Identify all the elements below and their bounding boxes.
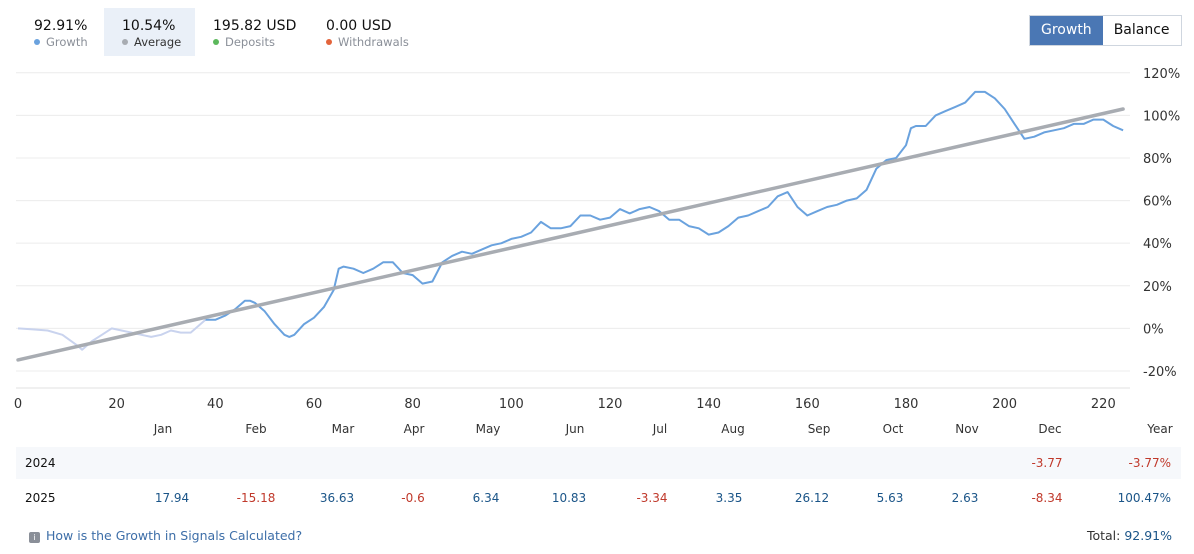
month-label: Jun [565, 422, 585, 436]
year-total-cell: 100.47% [1117, 491, 1171, 505]
month-value-cell: -0.6 [401, 491, 425, 505]
stat-deposits-value: 195.82 USD [213, 18, 297, 34]
growth-chart: -20% 0% 20% 40% 60% 80% 100% 120% 0 20 40 60 80 100 12… [14, 67, 1180, 412]
month-value-cell: 10.83 [551, 491, 587, 505]
y-tick-label: 40% [1143, 237, 1172, 252]
y-tick-label: 20% [1143, 280, 1172, 295]
chart-mode-toggle: Growth Balance [1029, 15, 1182, 46]
month-label: Oct [882, 422, 904, 436]
average-dot-icon [122, 39, 128, 45]
growth-calculation-link[interactable]: i How is the Growth in Signals Calculated… [29, 528, 302, 543]
stat-growth-label: Growth [34, 35, 88, 49]
growth-calculation-link-text: How is the Growth in Signals Calculated? [46, 528, 303, 543]
row-year: 2024 [25, 456, 56, 470]
x-tick-label: 200 [992, 397, 1017, 412]
month-value-cell: 3.35 [715, 491, 743, 505]
y-tick-label: -20% [1143, 365, 1177, 380]
y-tick-label: 80% [1143, 152, 1172, 167]
growth-series-line-faded [17, 319, 207, 351]
month-label: Feb [245, 422, 267, 436]
x-tick-label: 40 [207, 397, 224, 412]
x-tick-label: 0 [14, 397, 22, 412]
x-tick-label: 80 [404, 397, 421, 412]
stat-deposits[interactable]: 195.82 USD Deposits [195, 8, 305, 56]
table-row: 2025 17.94 -15.18 36.63 -0.6 6.34 10.83 -3.34 3.… [16, 482, 1181, 514]
info-icon: i [29, 532, 40, 543]
y-tick-label: 60% [1143, 195, 1172, 210]
stat-growth-value: 92.91% [34, 18, 88, 34]
month-label: May [475, 422, 501, 436]
month-value-cell: -3.77 [1031, 456, 1063, 470]
total-value: 92.91% [1124, 528, 1172, 543]
stat-average-value: 10.54% [122, 18, 176, 34]
month-value-cell: 6.34 [472, 491, 500, 505]
month-label: Year [1147, 422, 1173, 436]
x-tick-label: 160 [795, 397, 820, 412]
y-tick-label: 100% [1143, 109, 1180, 124]
month-label: Sep [807, 422, 831, 436]
x-tick-label: 220 [1091, 397, 1116, 412]
table-row: 2024 -3.77 -3.77% [16, 447, 1181, 479]
average-series-line [16, 107, 1125, 362]
y-tick-label: 120% [1143, 67, 1180, 82]
month-value-cell: 36.63 [319, 491, 355, 505]
month-label: Mar [331, 422, 355, 436]
total-growth: Total: 92.91% [1087, 528, 1172, 543]
month-value-cell: 26.12 [794, 491, 830, 505]
month-value-cell: -3.34 [636, 491, 668, 505]
deposits-dot-icon [213, 39, 219, 45]
month-value-cell: 17.94 [154, 491, 190, 505]
row-year: 2025 [25, 491, 56, 505]
month-header: Jan Feb Mar Apr May Jun Jul Aug Sep Oct Nov Dec Year [0, 422, 1194, 440]
balance-toggle-button[interactable]: Balance [1102, 16, 1181, 45]
x-tick-label: 60 [306, 397, 323, 412]
x-tick-label: 120 [598, 397, 623, 412]
month-label: Apr [403, 422, 425, 436]
x-tick-label: 180 [894, 397, 919, 412]
month-value-cell: -8.34 [1031, 491, 1063, 505]
withdrawals-dot-icon [326, 39, 332, 45]
growth-dot-icon [34, 39, 40, 45]
month-label: Aug [721, 422, 745, 436]
stat-average-label: Average [122, 35, 181, 49]
month-value-cell: 5.63 [876, 491, 904, 505]
year-total-cell: -3.77% [1128, 456, 1171, 470]
x-tick-label: 140 [696, 397, 721, 412]
growth-toggle-button[interactable]: Growth [1030, 16, 1103, 45]
month-label: Nov [955, 422, 979, 436]
stat-growth[interactable]: 92.91% Growth [16, 8, 100, 56]
growth-series-line [205, 90, 1124, 338]
month-label: Dec [1038, 422, 1062, 436]
x-tick-label: 20 [108, 397, 125, 412]
stat-withdrawals-value: 0.00 USD [326, 18, 392, 34]
y-tick-label: 0% [1143, 322, 1164, 337]
month-label: Jan [153, 422, 173, 436]
stat-average[interactable]: 10.54% Average [104, 8, 195, 56]
month-value-cell: 2.63 [951, 491, 979, 505]
total-label: Total: [1086, 528, 1121, 543]
stat-withdrawals-label: Withdrawals [326, 35, 409, 49]
stat-withdrawals[interactable]: 0.00 USD Withdrawals [308, 8, 418, 56]
month-label: Jul [652, 422, 668, 436]
x-tick-label: 100 [499, 397, 524, 412]
stat-deposits-label: Deposits [213, 35, 275, 49]
month-value-cell: -15.18 [236, 491, 276, 505]
